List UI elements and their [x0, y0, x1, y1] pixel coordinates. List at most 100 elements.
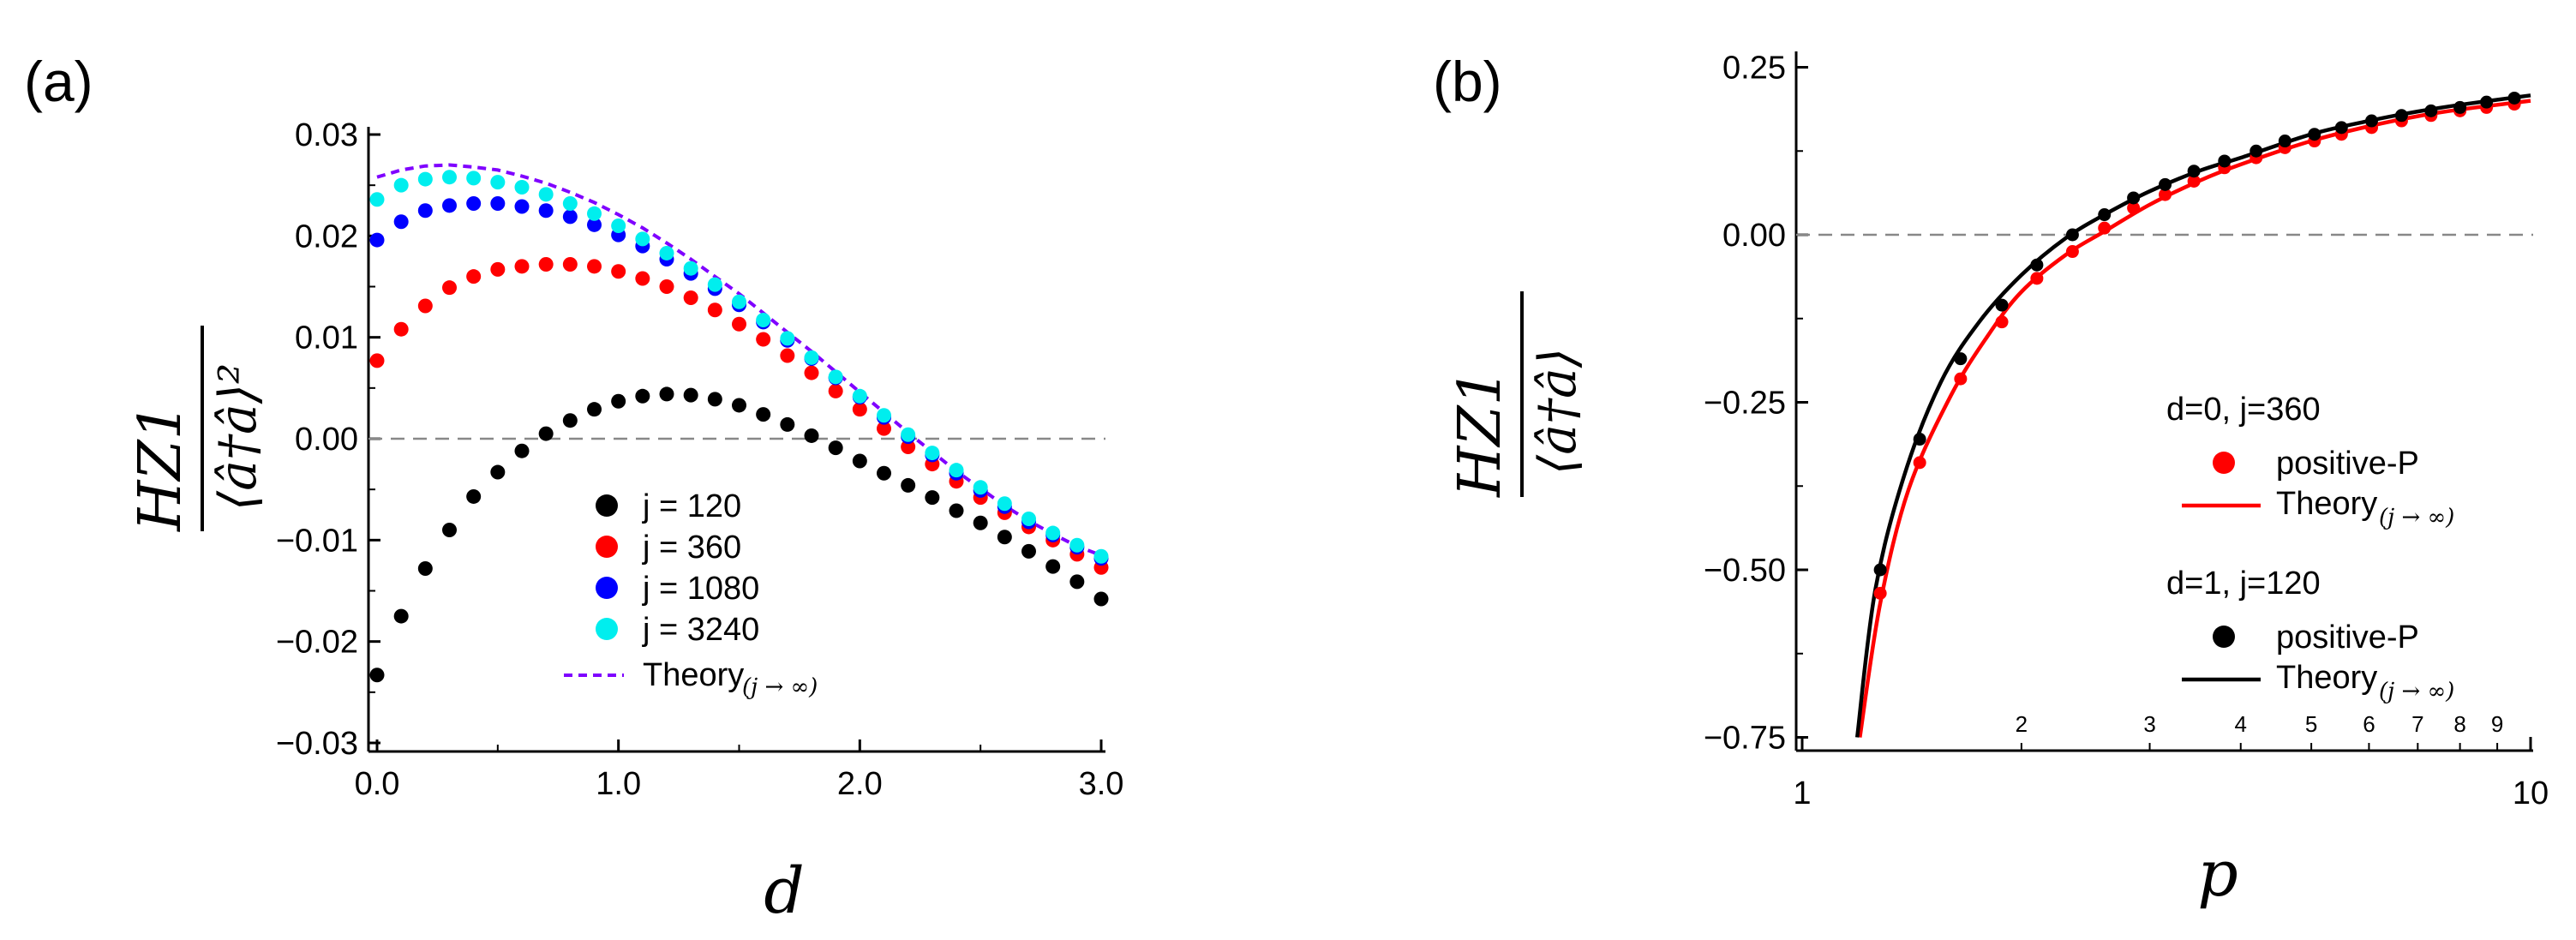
panel-b-legend-line-subscript-1: (j → ∞)	[2379, 679, 2454, 704]
panel-b-point-group-1	[1913, 433, 1926, 446]
panel-b-point-group-0	[2127, 201, 2141, 215]
panel-a-point-series-0	[997, 530, 1012, 545]
panel-a-point-series-0	[562, 413, 578, 428]
panel-a-point-series-0	[1093, 591, 1109, 607]
panel-a-point-series-0	[852, 453, 867, 469]
panel-a-point-series-0	[514, 443, 530, 458]
panel-a-point-series-0	[417, 560, 433, 576]
panel-a-point-series-3	[925, 446, 940, 461]
panel-b-point-group-1	[1873, 563, 1887, 577]
panel-b-point-group-1	[2250, 144, 2263, 158]
panel-a-point-series-3	[442, 170, 457, 185]
panel-a-point-series-0	[804, 428, 819, 443]
panel-a-point-series-0	[659, 386, 674, 402]
panel-a-legend-label-2: j = 1080	[642, 571, 759, 607]
panel-b-legend-title-1: d=1, j=120	[2166, 566, 2321, 602]
panel-a-ylabel-denominator: ⟨â†â⟩²	[208, 363, 268, 511]
panel-b-legend-line-subscript-0: (j → ∞)	[2379, 505, 2454, 530]
panel-a-point-series-0	[949, 503, 964, 518]
panel-a-point-series-1	[804, 365, 819, 380]
panel-a-point-series-3	[732, 294, 746, 309]
panel-a-legend-marker-0	[596, 494, 618, 517]
panel-b-point-group-1	[2424, 104, 2438, 117]
panel-a-point-series-0	[780, 416, 795, 432]
panel-b-ytick-label: 0.25	[1722, 51, 1786, 87]
panel-b-point-group-1	[2098, 208, 2112, 222]
panel-a-xtick-label: 2.0	[837, 766, 883, 802]
panel-a-legend-marker-2	[596, 577, 618, 599]
panel-b-point-group-1	[2334, 121, 2348, 135]
panel-a-xtick-label: 1.0	[596, 766, 641, 802]
panel-a-point-series-1	[417, 298, 433, 314]
panel-b-point-group-1	[2065, 228, 2079, 242]
panel-b-ytick-label: −0.25	[1704, 386, 1786, 422]
panel-a-point-series-1	[514, 259, 530, 274]
panel-a-point-series-2	[466, 195, 482, 211]
panel-a-point-series-0	[877, 465, 891, 481]
panel-b-point-group-1	[1954, 352, 1968, 366]
panel-a-point-series-0	[587, 402, 602, 417]
panel-a-point-series-0	[466, 488, 482, 504]
panel-a-point-series-3	[804, 350, 819, 365]
panel-b-xtick-minor-label: 3	[2143, 711, 2155, 737]
panel-a-point-series-3	[997, 496, 1012, 512]
panel-b-point-group-1	[2480, 95, 2494, 109]
panel-a-point-series-1	[659, 279, 674, 294]
panel-b-ylabel: HZ1 ⟨â†â⟩	[1447, 291, 1588, 499]
panel-a-point-series-1	[466, 269, 482, 284]
panel-a-point-series-3	[852, 388, 867, 404]
panel-a-plot: 0.03 0.02 0.01 0.00 −0.01 −0.02 −0.03 0.0 1.0 2.0…	[276, 117, 1124, 802]
panel-a-point-series-3	[538, 187, 554, 202]
panel-b-point-group-0	[1913, 456, 1926, 470]
panel-a-point-series-2	[562, 209, 578, 225]
panel-a-xlabel: d	[764, 854, 804, 928]
panel-a-legend-marker-1	[596, 536, 618, 558]
panel-a-point-series-2	[369, 232, 385, 248]
panel-a-point-series-3	[949, 463, 964, 478]
panel-b-point-group-0	[1954, 372, 1968, 386]
panel-a-point-series-0	[925, 490, 940, 506]
panel-a-point-series-2	[417, 203, 433, 219]
panel-a-ytick-label: 0.01	[295, 320, 358, 356]
panel-b-point-group-1	[2507, 91, 2521, 105]
panel-b-point-group-1	[1995, 298, 2009, 312]
panel-a-point-series-1	[442, 280, 457, 296]
panel-b-point-group-1	[2187, 165, 2201, 178]
panel-a-point-series-2	[538, 203, 554, 219]
panel-a-point-series-3	[1069, 537, 1085, 553]
panel-b-point-group-0	[2030, 272, 2044, 285]
panel-a-point-series-3	[514, 180, 530, 195]
panel-a-point-series-3	[587, 206, 602, 221]
panel-a-point-series-2	[393, 214, 409, 230]
panel-a-point-series-0	[683, 387, 698, 403]
panel-a-point-series-1	[756, 332, 771, 347]
panel-a-point-series-0	[369, 668, 385, 683]
panel-b-point-group-1	[2030, 258, 2044, 272]
panel-a-ytick-label: −0.01	[276, 523, 358, 559]
panel-b-xtick-minor-label: 5	[2305, 711, 2317, 737]
panel-a-point-series-0	[732, 398, 746, 413]
panel-a-point-series-1	[828, 383, 843, 398]
panel-b-point-group-0	[2159, 188, 2172, 201]
panel-a-point-series-3	[490, 175, 506, 190]
panel-b-point-group-0	[1873, 586, 1887, 600]
panel-a-point-series-0	[828, 440, 843, 456]
panel-a-ytick-label: 0.00	[295, 422, 358, 458]
panel-b-xtick-minor-label: 7	[2411, 711, 2423, 737]
panel-b-point-group-1	[2218, 154, 2232, 168]
panel-b-xtick-minor-label: 6	[2363, 711, 2375, 737]
panel-b-xtick-minor-label: 4	[2235, 711, 2247, 737]
panel-a-ytick-label: 0.03	[295, 117, 358, 153]
panel-a-point-series-0	[973, 515, 988, 530]
panel-a-ylabel-numerator: HZ1	[127, 403, 195, 533]
panel-b-legend-line-label-0: Theory	[2276, 486, 2377, 522]
panel-a-point-series-0	[1045, 559, 1061, 574]
panel-b-point-group-1	[2453, 100, 2467, 114]
panel-b-ylabel-denominator: ⟨â†â⟩	[1528, 348, 1588, 475]
panel-b-legend-line-label-1: Theory	[2276, 660, 2377, 696]
panel-b-xtick-minor-label: 2	[2016, 711, 2028, 737]
panel-b-xtick-label: 10	[2513, 775, 2549, 811]
panel-a-point-series-3	[1021, 511, 1036, 526]
panel-a-legend-label-3: j = 3240	[642, 612, 759, 648]
